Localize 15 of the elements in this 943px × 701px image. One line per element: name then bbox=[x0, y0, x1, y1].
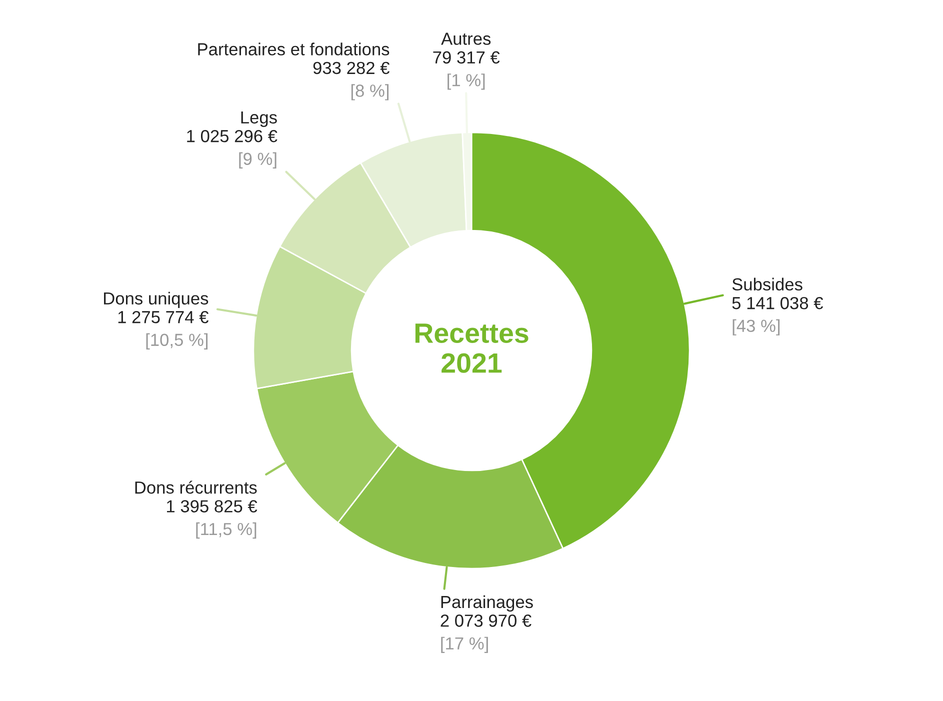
text: Recettes 2021 bbox=[415, 324, 528, 373]
data-label: 2 073 970 € [17 %] bbox=[440, 614, 532, 654]
data-label: 933 282 € [8 %] bbox=[313, 62, 390, 100]
slice-label: Legs bbox=[241, 111, 277, 128]
slice-label: Partenaires et fondations bbox=[198, 42, 390, 56]
data-label: 1 275 774 € [10,5 %] bbox=[118, 310, 209, 350]
data-label: 1 395 825 € [11,5 %] bbox=[167, 500, 258, 539]
data-label: 5 141 038 € [43 %] bbox=[732, 296, 824, 336]
slice-label: Dons récurrents bbox=[135, 480, 257, 494]
slice-label: Subsides bbox=[732, 278, 802, 291]
slice-label: Parrainages bbox=[441, 595, 533, 612]
data-label: 1 025 296 € [9 %] bbox=[187, 130, 278, 168]
slice-label: Autres bbox=[441, 32, 491, 45]
slice-label: Dons uniques bbox=[104, 292, 208, 308]
data-label: 79 317 € [1 %] bbox=[433, 51, 500, 90]
